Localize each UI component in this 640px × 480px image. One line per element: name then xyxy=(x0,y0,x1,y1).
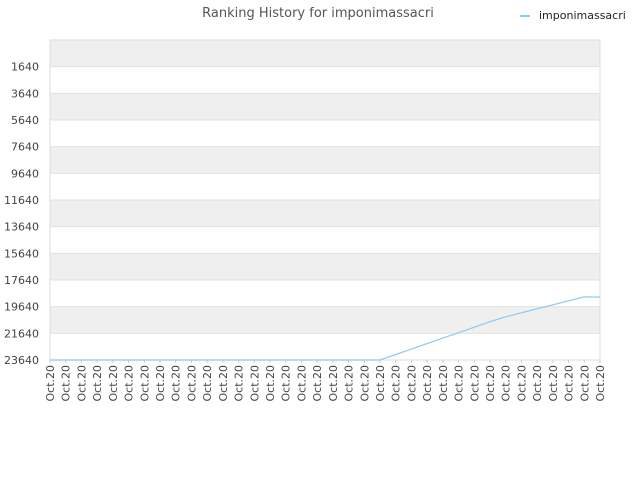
y-tick-label: 11640 xyxy=(4,194,39,207)
grid-band xyxy=(50,93,600,120)
x-tick-label: Oct.20 xyxy=(515,365,528,402)
x-tick-label: Oct.20 xyxy=(453,365,466,402)
y-tick-label: 5640 xyxy=(11,114,39,127)
y-tick-label: 1640 xyxy=(11,61,39,74)
x-tick-label: Oct.20 xyxy=(405,365,418,402)
x-tick-label: Oct.20 xyxy=(280,365,293,402)
x-tick-label: Oct.20 xyxy=(484,365,497,402)
x-tick-label: Oct.20 xyxy=(123,365,136,402)
y-tick-label: 17640 xyxy=(4,274,39,287)
chart-title: Ranking History for imponimassacri xyxy=(202,6,434,21)
x-tick-label: Oct.20 xyxy=(295,365,308,402)
x-tick-label: Oct.20 xyxy=(578,365,591,402)
x-tick-label: Oct.20 xyxy=(107,365,120,402)
grid-band xyxy=(50,226,600,254)
y-tick-label: 7640 xyxy=(11,141,39,154)
x-tick-label: Oct.20 xyxy=(264,365,277,402)
series-line xyxy=(50,296,601,361)
grid-band xyxy=(50,200,600,227)
y-tick-label: 9640 xyxy=(11,167,39,180)
x-tick-label: Oct.20 xyxy=(248,365,261,402)
y-tick-label: 21640 xyxy=(4,327,39,340)
grid-band xyxy=(50,253,600,280)
x-tick-label: Oct.20 xyxy=(437,365,450,402)
x-tick-label: Oct.20 xyxy=(233,365,246,402)
x-tick-label: Oct.20 xyxy=(563,365,576,402)
x-tick-label: Oct.20 xyxy=(327,365,340,402)
grid-band xyxy=(50,146,600,174)
x-tick-label: Oct.20 xyxy=(185,365,198,402)
y-tick-label: 13640 xyxy=(4,221,39,234)
x-tick-label: Oct.20 xyxy=(594,365,607,402)
x-tick-label: Oct.20 xyxy=(311,365,324,402)
x-tick-label: Oct.20 xyxy=(170,365,183,402)
x-tick-label: Oct.20 xyxy=(547,365,560,402)
y-tick-label: 15640 xyxy=(4,247,39,260)
x-tick-label: Oct.20 xyxy=(44,365,57,402)
x-tick-label: Oct.20 xyxy=(500,365,513,402)
grid-band xyxy=(50,66,600,94)
x-tick-label: Oct.20 xyxy=(358,365,371,402)
x-tick-label: Oct.20 xyxy=(60,365,73,402)
x-tick-label: Oct.20 xyxy=(374,365,387,402)
grid-band xyxy=(50,306,600,334)
grid-band xyxy=(50,280,600,307)
x-tick-label: Oct.20 xyxy=(343,365,356,402)
x-tick-label: Oct.20 xyxy=(201,365,214,402)
x-tick-label: Oct.20 xyxy=(217,365,230,402)
y-tick-label: 19640 xyxy=(4,301,39,314)
grid-band xyxy=(50,40,600,67)
y-tick-label: 23640 xyxy=(4,354,39,367)
x-tick-label: Oct.20 xyxy=(75,365,88,402)
legend: imponimassacri xyxy=(520,9,626,22)
grid-band xyxy=(50,173,600,200)
grid-band xyxy=(50,120,600,147)
x-tick-label: Oct.20 xyxy=(154,365,167,402)
y-tick-label: 3640 xyxy=(11,87,39,100)
x-tick-label: Oct.20 xyxy=(468,365,481,402)
grid-band xyxy=(50,333,600,360)
x-tick-label: Oct.20 xyxy=(91,365,104,402)
legend-label: imponimassacri xyxy=(539,9,626,22)
x-tick-label: Oct.20 xyxy=(531,365,544,402)
x-tick-label: Oct.20 xyxy=(138,365,151,402)
x-tick-label: Oct.20 xyxy=(390,365,403,402)
x-tick-label: Oct.20 xyxy=(421,365,434,402)
